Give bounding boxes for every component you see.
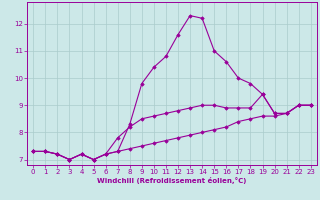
X-axis label: Windchill (Refroidissement éolien,°C): Windchill (Refroidissement éolien,°C) — [97, 177, 247, 184]
